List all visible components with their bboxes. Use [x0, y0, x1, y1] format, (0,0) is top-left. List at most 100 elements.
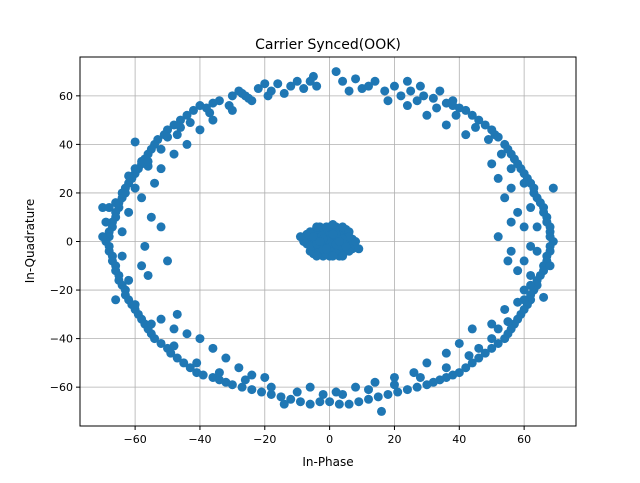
ring-data-point [373, 392, 383, 402]
ring-data-point [480, 120, 490, 130]
ring-data-point [380, 86, 390, 96]
ring-data-point [532, 246, 542, 256]
center-data-point [321, 244, 331, 254]
ring-data-point [124, 171, 134, 181]
ring-data-point [279, 88, 289, 98]
ring-data-point [247, 370, 257, 380]
ring-data-point [101, 217, 111, 227]
ring-data-point [487, 343, 497, 353]
ring-data-point [117, 251, 127, 261]
ring-data-point [172, 309, 182, 319]
ring-data-point [240, 91, 250, 101]
ring-data-point [493, 338, 503, 348]
ring-data-point [192, 358, 202, 368]
ring-data-point [351, 74, 361, 84]
y-tick-label: 40 [59, 138, 73, 151]
ring-data-point [422, 358, 432, 368]
ring-data-point [396, 91, 406, 101]
y-tick-label: −40 [50, 333, 73, 346]
ring-data-point [237, 382, 247, 392]
y-tick-label: 60 [59, 90, 73, 103]
ring-data-point [175, 115, 185, 125]
center-data-point [341, 241, 351, 251]
axis-ticks: −60 −40 −20 0 20 40 60 −60 −40 −20 0 20 40 60 [50, 90, 531, 446]
ring-data-point [483, 135, 493, 145]
ring-data-point [163, 132, 173, 142]
ring-data-point [179, 358, 189, 368]
ring-data-point [415, 81, 425, 91]
ring-data-point [104, 203, 114, 213]
ring-data-point [389, 372, 399, 382]
ring-data-point [169, 324, 179, 334]
ring-data-point [467, 324, 477, 334]
ring-data-point [402, 76, 412, 86]
ring-data-point [182, 139, 192, 149]
ring-data-point [188, 105, 198, 115]
ring-data-point [221, 353, 231, 363]
ring-data-point [227, 380, 237, 390]
ring-data-point [143, 270, 153, 280]
x-tick-label: 60 [517, 433, 531, 446]
ring-data-point [130, 183, 140, 193]
ring-data-point [292, 76, 302, 86]
ring-data-point [503, 317, 513, 327]
ring-data-point [279, 399, 289, 409]
ring-data-point [325, 397, 335, 407]
y-tick-label: −60 [50, 381, 73, 394]
y-tick-label: 0 [66, 236, 73, 249]
ring-data-point [370, 76, 380, 86]
center-data-point [334, 237, 344, 246]
ring-data-point [467, 110, 477, 120]
ring-data-point [480, 348, 490, 358]
ring-data-point [351, 382, 361, 392]
ring-data-point [428, 93, 438, 103]
ring-data-point [156, 144, 166, 154]
ring-data-point [506, 217, 516, 227]
y-tick-label: 20 [59, 187, 73, 200]
ring-data-point [500, 193, 510, 203]
center-data-point [315, 237, 325, 246]
ring-data-point [208, 98, 218, 108]
ring-data-point [402, 385, 412, 395]
ring-data-point [286, 394, 296, 404]
ring-data-point [451, 110, 461, 120]
ring-data-point [389, 81, 399, 91]
ring-data-point [111, 198, 121, 208]
ring-data-point [526, 280, 536, 290]
ring-data-point [412, 382, 422, 392]
ring-data-point [143, 156, 153, 166]
ring-data-point [545, 261, 555, 271]
ring-data-point [461, 130, 471, 140]
ring-data-point [137, 156, 147, 166]
ring-data-point [156, 314, 166, 324]
ring-data-point [506, 164, 516, 174]
ring-data-point [305, 76, 315, 86]
ring-data-point [519, 256, 529, 266]
ring-data-point [117, 188, 127, 198]
center-data-point [338, 251, 348, 261]
x-tick-label: 0 [326, 433, 333, 446]
ring-data-point [240, 375, 250, 385]
ring-data-point [247, 385, 257, 395]
ring-data-point [234, 363, 244, 373]
ring-data-point [185, 118, 195, 128]
ring-data-point [461, 105, 471, 115]
ring-data-point [432, 103, 442, 113]
ring-data-point [234, 86, 244, 96]
ring-data-point [273, 79, 283, 89]
ring-data-point [137, 261, 147, 271]
ring-data-point [493, 324, 503, 334]
ring-data-point [487, 319, 497, 329]
ring-data-point [364, 385, 374, 395]
ring-data-point [146, 212, 156, 222]
center-data-point [354, 244, 364, 254]
ring-data-point [493, 232, 503, 242]
ring-data-point [253, 84, 263, 94]
ring-data-point [98, 232, 108, 242]
ring-data-point [182, 329, 192, 339]
ring-data-point [331, 67, 341, 77]
ring-data-point [496, 149, 506, 159]
ring-data-point [266, 86, 276, 96]
ring-data-point [137, 193, 147, 203]
ring-data-point [312, 81, 322, 91]
